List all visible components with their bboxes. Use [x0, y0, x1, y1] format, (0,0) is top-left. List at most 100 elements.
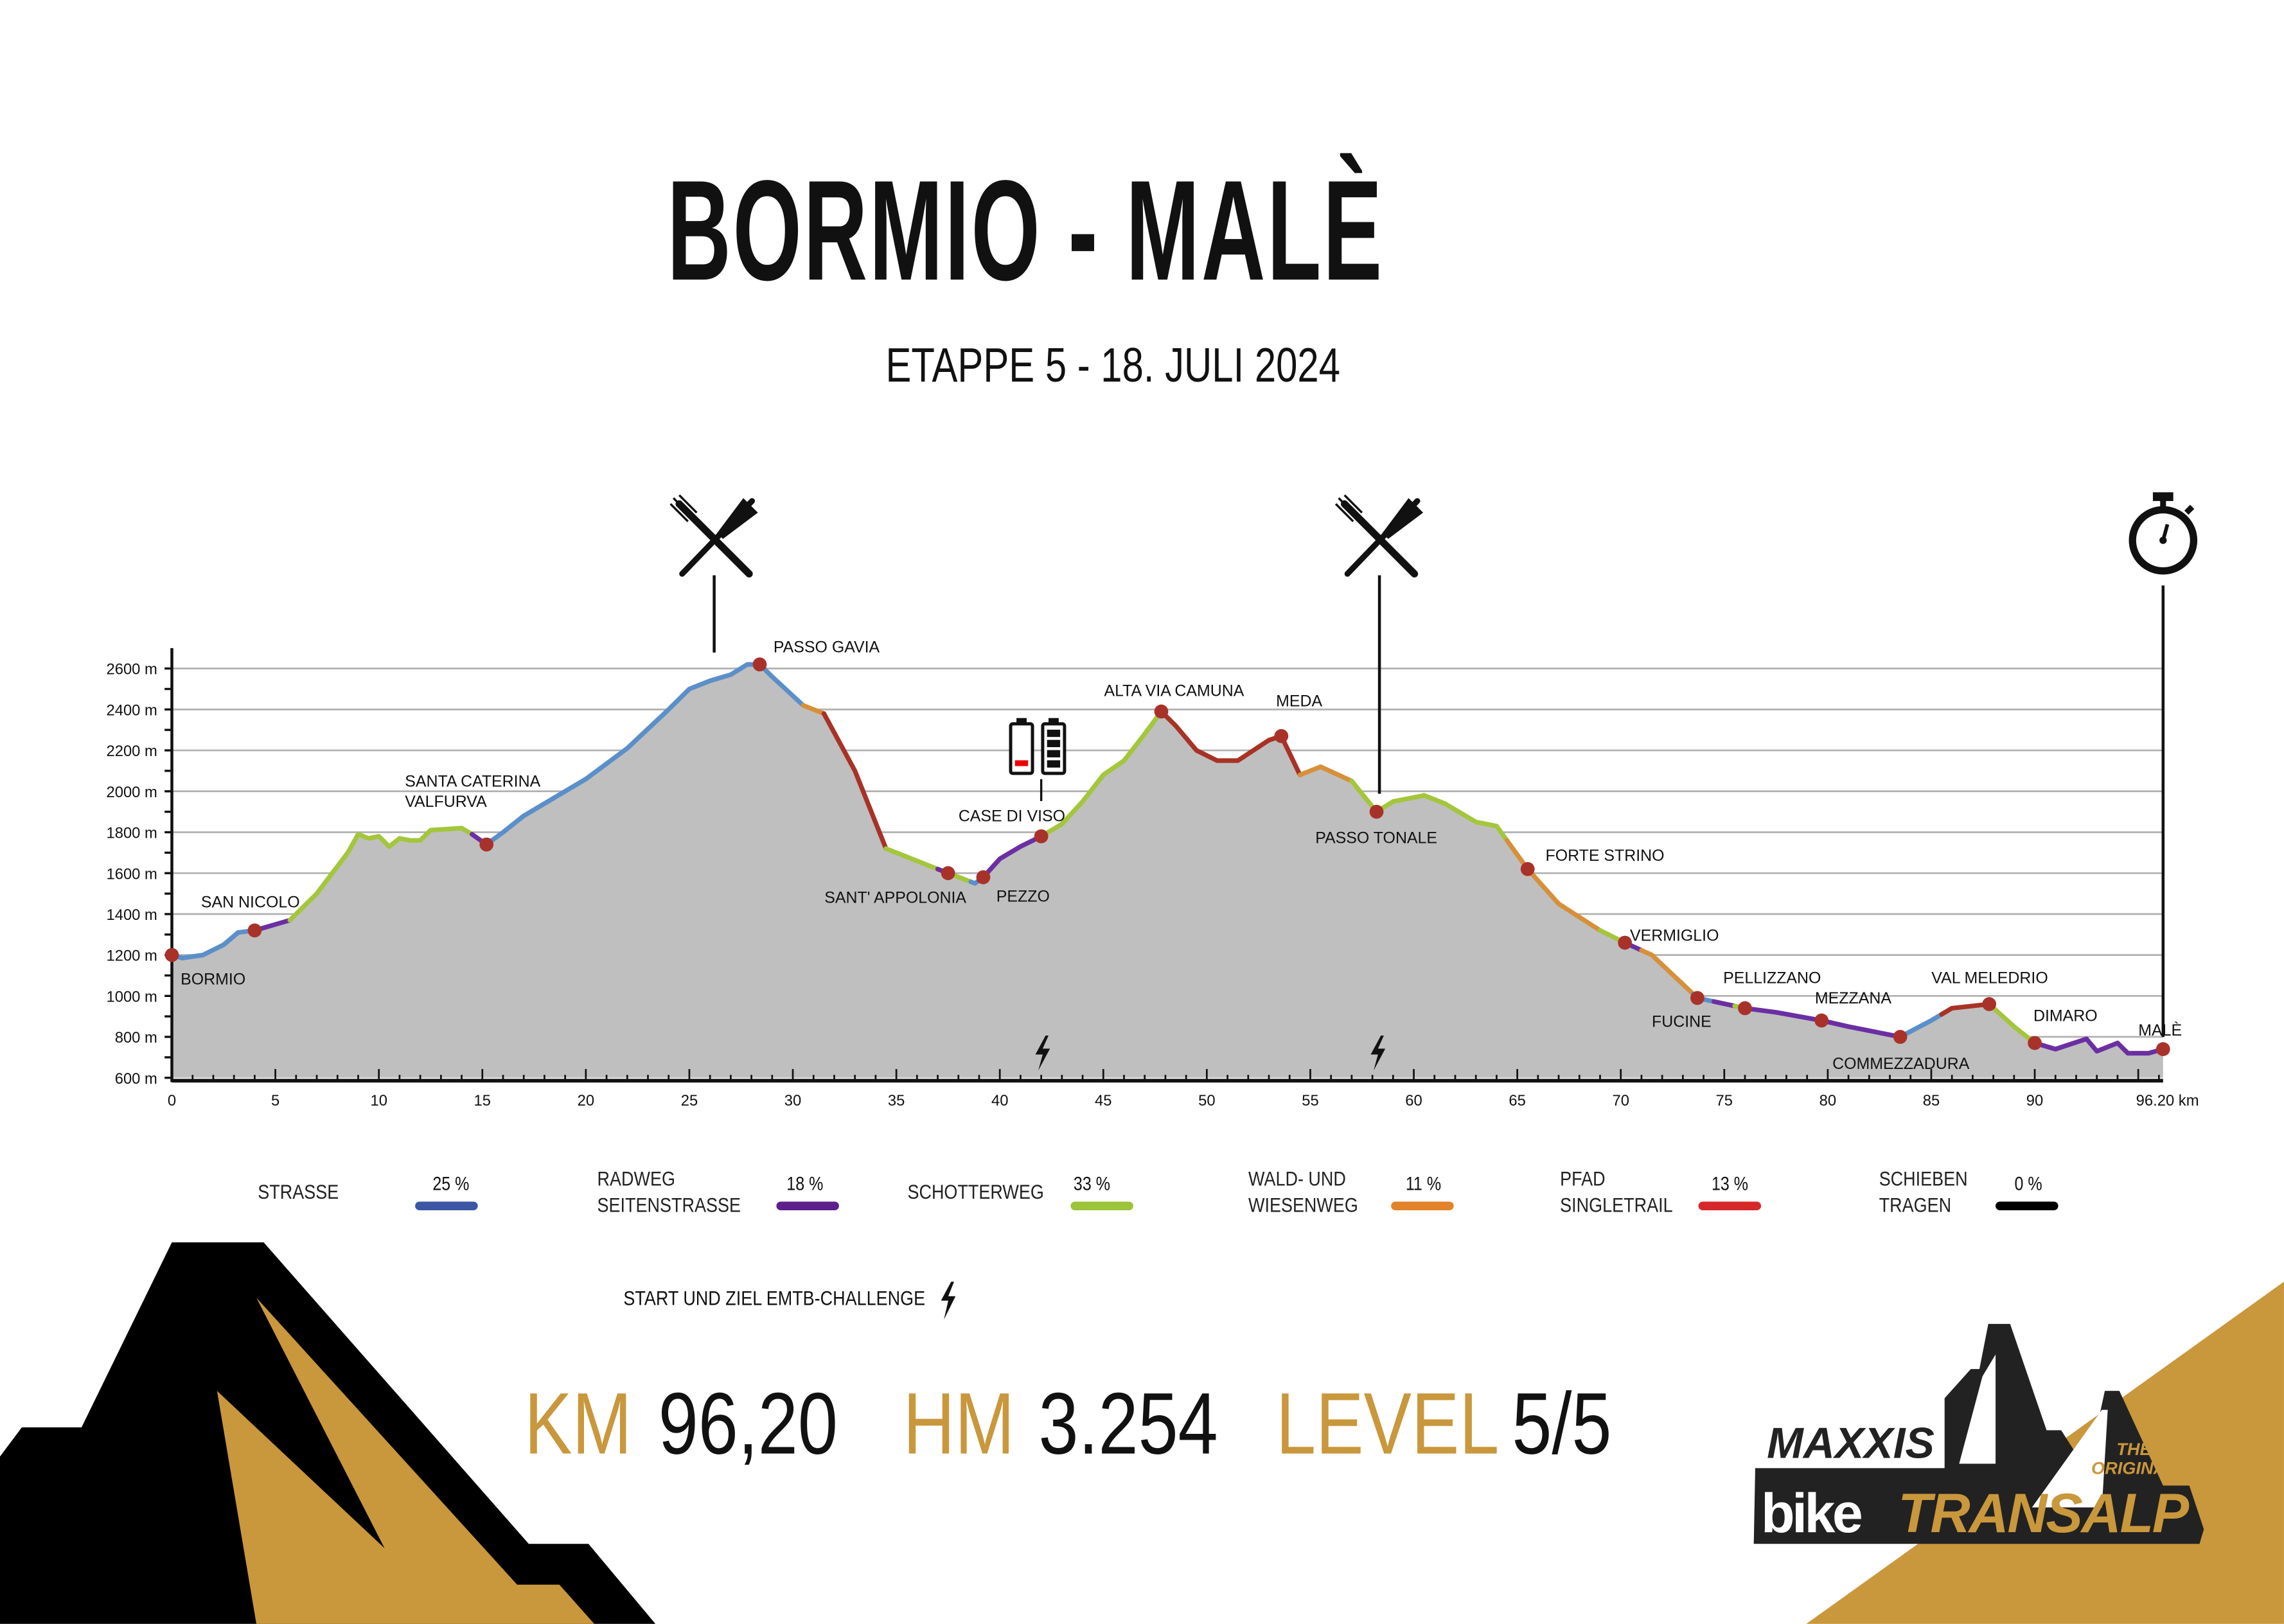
lightning-icon — [1035, 1035, 1050, 1071]
legend-label: PFAD SINGLETRAIL — [1560, 1165, 1672, 1218]
y-tick-label: 2400 m — [106, 702, 157, 719]
x-tick-label: 65 — [1509, 1092, 1525, 1109]
profile-segment-schotter — [1597, 928, 1624, 943]
waypoint-marker — [1893, 1030, 1908, 1044]
x-tick-label: 5 — [271, 1092, 279, 1109]
y-tick-label: 1800 m — [106, 825, 157, 842]
waypoint-label: PELLIZZANO — [1723, 969, 1821, 987]
x-tick-label: 90 — [2026, 1092, 2043, 1109]
waypoint-label: MALÈ — [2138, 1021, 2182, 1039]
x-tick-label: 85 — [1923, 1092, 1940, 1109]
waypoint-marker — [1034, 829, 1049, 843]
legend-swatch — [1391, 1201, 1454, 1211]
page-title: BORMIO - MALÈ — [667, 150, 1384, 310]
profile-segment-wald — [1639, 948, 1696, 997]
profile-segment-strasse — [1898, 1012, 1944, 1039]
emtb-note: START UND ZIEL EMTB-CHALLENGE — [623, 1285, 926, 1310]
y-tick-label: 1000 m — [106, 988, 157, 1005]
legend-label: SCHIEBEN TRAGEN — [1879, 1165, 1968, 1218]
elevation-area — [172, 664, 2163, 1078]
waypoint-label: FUCINE — [1652, 1012, 1712, 1030]
fork-knife-icon — [1334, 494, 1424, 578]
legend-label: STRASSE — [258, 1178, 339, 1205]
waypoint-label: FORTE STRINO — [1545, 847, 1664, 865]
waypoint-marker — [941, 866, 955, 881]
waypoint-label: MEDA — [1276, 693, 1322, 710]
waypoint-label: PEZZO — [996, 887, 1050, 905]
waypoint-marker — [1154, 704, 1169, 719]
legend-label-line: SCHIEBEN — [1879, 1167, 1968, 1190]
legend-label-line: SEITENSTRASSE — [597, 1192, 741, 1217]
profile-segment-wald — [1297, 764, 1354, 784]
x-tick-label: 70 — [1612, 1092, 1629, 1109]
mountain-decor-gold — [217, 1298, 595, 1624]
legend-swatch — [415, 1201, 478, 1211]
x-tick-label: 20 — [578, 1092, 594, 1109]
legend-label-line: STRASSE — [258, 1179, 339, 1203]
legend-percent: 18 % — [786, 1172, 824, 1195]
legend-swatch — [1070, 1201, 1133, 1211]
legend-swatch — [1698, 1201, 1762, 1211]
waypoint-marker — [1814, 1013, 1829, 1028]
y-tick-label: 800 m — [115, 1029, 157, 1046]
profile-segment-radweg — [2032, 1036, 2166, 1056]
legend-swatch — [1996, 1201, 2058, 1211]
legend-label: RADWEG SEITENSTRASSE — [598, 1165, 741, 1218]
legend-label-line: WIESENWEG — [1248, 1192, 1358, 1217]
stopwatch-icon — [2129, 492, 2198, 575]
x-tick-label: 35 — [888, 1092, 905, 1109]
legend-label-line: SINGLETRAIL — [1560, 1192, 1673, 1217]
stat-level-label: LEVEL — [1276, 1375, 1500, 1473]
legend-label-line: WALD- UND — [1248, 1167, 1346, 1190]
x-tick-label: 15 — [474, 1092, 491, 1109]
lightning-icon — [1370, 1035, 1386, 1071]
lightning-icon — [941, 1282, 956, 1320]
waypoint-label: PASSO TONALE — [1315, 829, 1437, 847]
waypoint-marker — [479, 837, 494, 852]
legend-label: SCHOTTERWEG — [907, 1178, 1043, 1205]
waypoint-marker — [1520, 861, 1535, 876]
maxxis-bike-transalp-logo: MAXXIS THE ORIGINAL bike TRANSALP — [1753, 1323, 2204, 1544]
stat-km-value: 96,20 — [658, 1375, 838, 1473]
logo-tag-1: THE — [2116, 1439, 2152, 1459]
stage-subtitle: ETAPPE 5 - 18. JULI 2024 — [885, 337, 1340, 392]
x-tick-label: 55 — [1302, 1092, 1318, 1109]
legend-percent: 11 % — [1405, 1172, 1442, 1195]
x-tick-label: 30 — [784, 1092, 801, 1109]
x-tick-label: 45 — [1095, 1092, 1111, 1109]
waypoint-label: DIMARO — [2033, 1007, 2098, 1025]
legend-label-line: TRAGEN — [1879, 1192, 1952, 1217]
y-tick-label: 1400 m — [106, 906, 157, 924]
waypoint-marker — [1618, 935, 1633, 950]
profile-segment-wald — [801, 703, 826, 716]
waypoint-label: CASE DI VISO — [959, 808, 1065, 825]
waypoint-label: SANT' APPOLONIA — [824, 889, 966, 907]
waypoint-label: MEZZANA — [1815, 989, 1891, 1007]
waypoint-label: VAL MELEDRIO — [1931, 969, 2048, 987]
profile-segment-strasse — [169, 928, 253, 961]
x-tick-label: 60 — [1405, 1092, 1422, 1109]
stat-level-value: 5/5 — [1512, 1375, 1612, 1473]
profile-segment-pfad — [1939, 1002, 1992, 1017]
logo-word-bike: bike — [1761, 1483, 1861, 1544]
waypoint-marker — [1369, 804, 1384, 819]
x-tick-label: 25 — [681, 1092, 698, 1109]
waypoint-label: VERMIGLIO — [1630, 927, 1719, 945]
profile-segment-schotter — [1987, 1002, 2037, 1046]
legend-percent: 33 % — [1073, 1172, 1111, 1195]
legend-swatch — [776, 1201, 839, 1211]
y-tick-label: 1200 m — [106, 948, 157, 965]
y-tick-label: 2000 m — [106, 784, 157, 801]
x-tick-label: 0 — [168, 1092, 176, 1109]
fork-knife-icon — [669, 494, 758, 578]
profile-segment-radweg — [1712, 999, 1737, 1009]
waypoint-label: SAN NICOLO — [201, 893, 300, 911]
legend-percent: 0 % — [2014, 1172, 2042, 1195]
legend-label: WALD- UND WIESENWEG — [1248, 1165, 1358, 1218]
profile-segment-pfad — [821, 711, 889, 851]
legend-percent: 25 % — [432, 1172, 470, 1195]
waypoint-marker — [2156, 1042, 2170, 1057]
waypoint-label: ALTA VIA CAMUNA — [1104, 682, 1244, 700]
